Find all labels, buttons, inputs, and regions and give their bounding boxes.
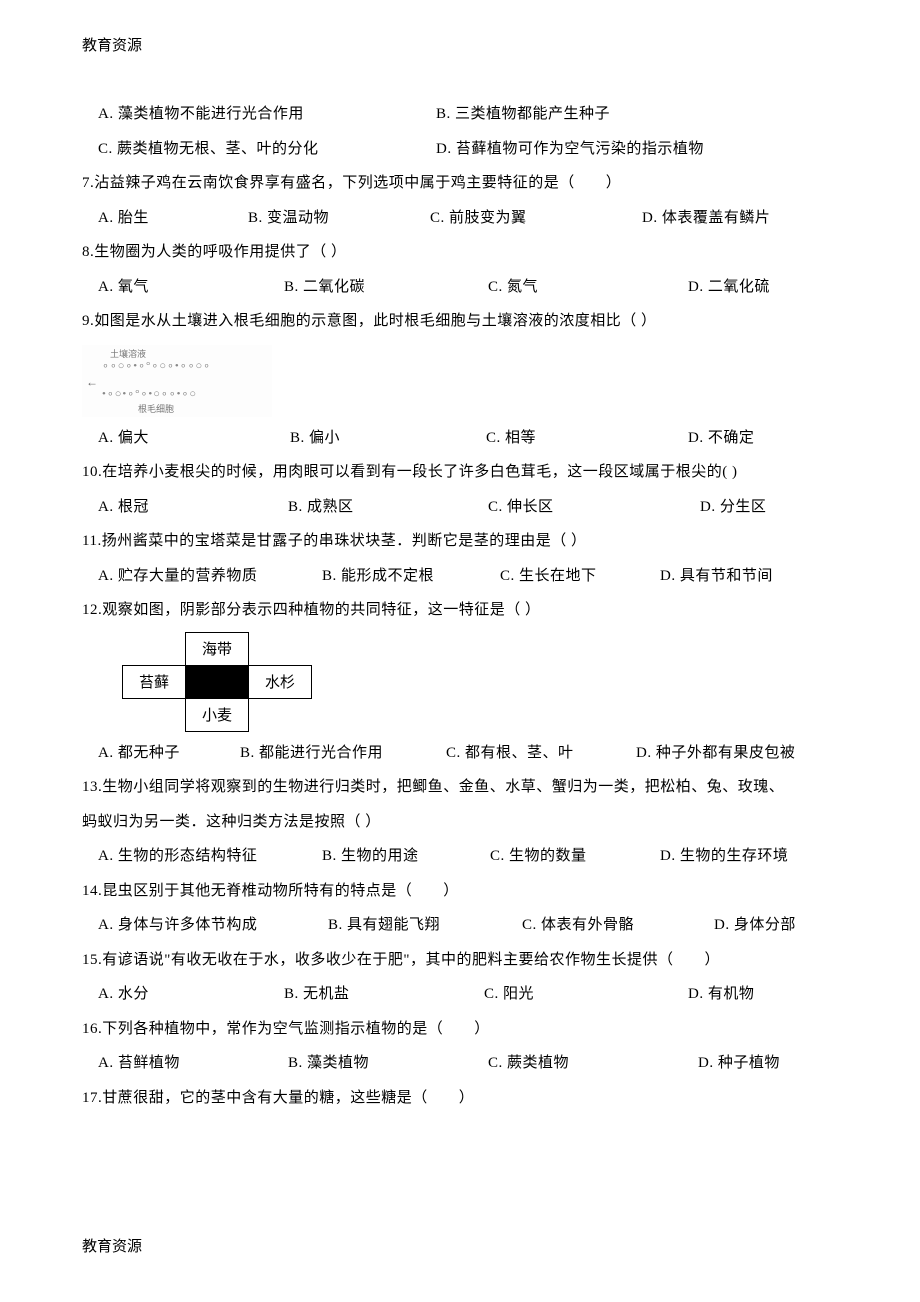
q13-stem-1: 13.生物小组同学将观察到的生物进行归类时，把鲫鱼、金鱼、水草、蟹归为一类，把松…	[82, 770, 838, 805]
q9-opts: A. 偏大 B. 偏小 C. 相等 D. 不确定	[82, 421, 838, 456]
q15-opt-a: A. 水分	[98, 977, 284, 1012]
q12-opts: A. 都无种子 B. 都能进行光合作用 C. 都有根、茎、叶 D. 种子外都有果…	[82, 736, 838, 771]
q13-opt-d: D. 生物的生存环境	[660, 839, 788, 874]
q6-opt-c: C. 蕨类植物无根、茎、叶的分化	[98, 132, 436, 167]
q8-opts: A. 氧气 B. 二氧化碳 C. 氮气 D. 二氧化硫	[82, 270, 838, 305]
q10-opt-a: A. 根冠	[98, 490, 288, 525]
q12-cell-bottom: 小麦	[186, 698, 249, 731]
q12-figure: 海带 苔藓 水杉 小麦	[122, 632, 312, 732]
q6-opt-b: B. 三类植物都能产生种子	[436, 97, 610, 132]
q7-opt-c: C. 前肢变为翼	[430, 201, 642, 236]
q9-opt-a: A. 偏大	[98, 421, 290, 456]
q12-stem: 12.观察如图，阴影部分表示四种植物的共同特征，这一特征是（ ）	[82, 593, 838, 628]
q13-opt-a: A. 生物的形态结构特征	[98, 839, 322, 874]
page-footer: 教育资源	[82, 1235, 838, 1256]
q8-stem: 8.生物圈为人类的呼吸作用提供了（ ）	[82, 235, 838, 270]
q12-opt-d: D. 种子外都有果皮包被	[636, 736, 795, 771]
q9-stem: 9.如图是水从土壤进入根毛细胞的示意图，此时根毛细胞与土壤溶液的浓度相比（ ）	[82, 304, 838, 339]
q14-opt-a: A. 身体与许多体节构成	[98, 908, 328, 943]
q12-cell-top: 海带	[186, 632, 249, 665]
q6-row2: C. 蕨类植物无根、茎、叶的分化 D. 苔藓植物可作为空气污染的指示植物	[82, 132, 838, 167]
q9-opt-b: B. 偏小	[290, 421, 486, 456]
q9-fig-dots-bottom: •∘○•∘°∘•○∘∘•∘○	[102, 387, 197, 400]
q10-stem: 10.在培养小麦根尖的时候，用肉眼可以看到有一段长了许多白色茸毛，这一段区域属于…	[82, 455, 838, 490]
q15-opts: A. 水分 B. 无机盐 C. 阳光 D. 有机物	[82, 977, 838, 1012]
q9-opt-d: D. 不确定	[688, 421, 754, 456]
q12-cell-left: 苔藓	[123, 665, 186, 698]
q16-opt-c: C. 蕨类植物	[488, 1046, 698, 1081]
q14-opt-c: C. 体表有外骨骼	[522, 908, 714, 943]
q8-opt-a: A. 氧气	[98, 270, 284, 305]
q10-opt-d: D. 分生区	[700, 490, 766, 525]
page-header: 教育资源	[82, 34, 838, 55]
q6-row1: A. 藻类植物不能进行光合作用 B. 三类植物都能产生种子	[82, 97, 838, 132]
q9-fig-dots-top: ∘∘○∘•∘°∘○∘•∘∘○∘	[102, 359, 211, 372]
q10-opts: A. 根冠 B. 成熟区 C. 伸长区 D. 分生区	[82, 490, 838, 525]
q11-stem: 11.扬州酱菜中的宝塔菜是甘露子的串珠状块茎．判断它是茎的理由是（ ）	[82, 524, 838, 559]
q6-opt-d: D. 苔藓植物可作为空气污染的指示植物	[436, 132, 704, 167]
q13-stem-2: 蚂蚁归为另一类．这种归类方法是按照（ ）	[82, 805, 838, 840]
q10-opt-b: B. 成熟区	[288, 490, 488, 525]
q7-opt-b: B. 变温动物	[248, 201, 430, 236]
q12-opt-a: A. 都无种子	[98, 736, 240, 771]
q11-opts: A. 贮存大量的营养物质 B. 能形成不定根 C. 生长在地下 D. 具有节和节…	[82, 559, 838, 594]
q9-fig-label-bottom: 根毛细胞	[138, 402, 174, 415]
q7-opt-a: A. 胎生	[98, 201, 248, 236]
q14-opt-b: B. 具有翅能飞翔	[328, 908, 522, 943]
q15-opt-b: B. 无机盐	[284, 977, 484, 1012]
q16-opt-b: B. 藻类植物	[288, 1046, 488, 1081]
q8-opt-d: D. 二氧化硫	[688, 270, 770, 305]
q17-stem: 17.甘蔗很甜，它的茎中含有大量的糖，这些糖是（ ）	[82, 1081, 838, 1116]
q8-opt-c: C. 氮气	[488, 270, 688, 305]
q10-opt-c: C. 伸长区	[488, 490, 700, 525]
q13-opt-b: B. 生物的用途	[322, 839, 490, 874]
q7-opt-d: D. 体表覆盖有鳞片	[642, 201, 770, 236]
q7-stem: 7.沾益辣子鸡在云南饮食界享有盛名，下列选项中属于鸡主要特征的是（ ）	[82, 166, 838, 201]
q15-opt-c: C. 阳光	[484, 977, 688, 1012]
q14-opts: A. 身体与许多体节构成 B. 具有翅能飞翔 C. 体表有外骨骼 D. 身体分部	[82, 908, 838, 943]
q13-opt-c: C. 生物的数量	[490, 839, 660, 874]
q12-cell-center	[186, 665, 249, 698]
q9-figure: 土壤溶液 ← ∘∘○∘•∘°∘○∘•∘∘○∘ •∘○•∘°∘•○∘∘•∘○ 根毛…	[82, 345, 838, 417]
q9-opt-c: C. 相等	[486, 421, 688, 456]
q7-opts: A. 胎生 B. 变温动物 C. 前肢变为翼 D. 体表覆盖有鳞片	[82, 201, 838, 236]
q11-opt-b: B. 能形成不定根	[322, 559, 500, 594]
q14-opt-d: D. 身体分部	[714, 908, 796, 943]
q16-opts: A. 苔鲜植物 B. 藻类植物 C. 蕨类植物 D. 种子植物	[82, 1046, 838, 1081]
q13-opts: A. 生物的形态结构特征 B. 生物的用途 C. 生物的数量 D. 生物的生存环…	[82, 839, 838, 874]
q11-opt-c: C. 生长在地下	[500, 559, 660, 594]
q15-opt-d: D. 有机物	[688, 977, 754, 1012]
q11-opt-d: D. 具有节和节间	[660, 559, 773, 594]
q8-opt-b: B. 二氧化碳	[284, 270, 488, 305]
q16-opt-d: D. 种子植物	[698, 1046, 780, 1081]
q12-opt-b: B. 都能进行光合作用	[240, 736, 446, 771]
q12-cell-right: 水杉	[249, 665, 312, 698]
q11-opt-a: A. 贮存大量的营养物质	[98, 559, 322, 594]
q15-stem: 15.有谚语说"有收无收在于水，收多收少在于肥"，其中的肥料主要给农作物生长提供…	[82, 943, 838, 978]
q9-fig-arrow-icon: ←	[86, 375, 98, 390]
q6-opt-a: A. 藻类植物不能进行光合作用	[98, 97, 436, 132]
q16-stem: 16.下列各种植物中，常作为空气监测指示植物的是（ ）	[82, 1012, 838, 1047]
q14-stem: 14.昆虫区别于其他无脊椎动物所特有的特点是（ ）	[82, 874, 838, 909]
q12-opt-c: C. 都有根、茎、叶	[446, 736, 636, 771]
q16-opt-a: A. 苔鲜植物	[98, 1046, 288, 1081]
